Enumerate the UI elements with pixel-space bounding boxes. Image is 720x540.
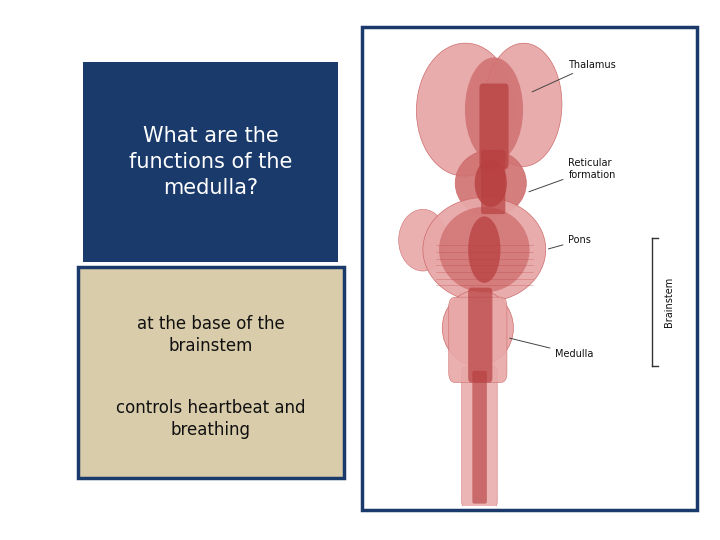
- Text: What are the
functions of the
medulla?: What are the functions of the medulla?: [129, 126, 292, 198]
- Text: controls heartbeat and
breathing: controls heartbeat and breathing: [116, 399, 306, 439]
- Text: Medulla: Medulla: [510, 338, 594, 359]
- Text: at the base of the
brainstem: at the base of the brainstem: [137, 315, 285, 355]
- FancyBboxPatch shape: [480, 84, 508, 169]
- Bar: [83, 62, 338, 262]
- Ellipse shape: [474, 159, 507, 207]
- Ellipse shape: [455, 150, 526, 217]
- Ellipse shape: [423, 198, 546, 302]
- Text: Thalamus: Thalamus: [532, 59, 616, 92]
- Bar: [362, 27, 697, 510]
- Ellipse shape: [442, 290, 513, 366]
- FancyBboxPatch shape: [462, 366, 498, 508]
- FancyBboxPatch shape: [481, 150, 505, 214]
- FancyBboxPatch shape: [468, 288, 492, 382]
- Bar: [78, 267, 344, 478]
- Text: Reticular
formation: Reticular formation: [529, 158, 616, 192]
- Text: Pons: Pons: [549, 235, 591, 249]
- Ellipse shape: [485, 43, 562, 166]
- Ellipse shape: [439, 207, 529, 292]
- FancyBboxPatch shape: [472, 370, 487, 504]
- FancyBboxPatch shape: [449, 297, 507, 382]
- Ellipse shape: [399, 210, 447, 271]
- Ellipse shape: [465, 57, 523, 162]
- Text: Brainstem: Brainstem: [664, 277, 674, 327]
- Ellipse shape: [416, 43, 513, 176]
- Ellipse shape: [468, 217, 500, 283]
